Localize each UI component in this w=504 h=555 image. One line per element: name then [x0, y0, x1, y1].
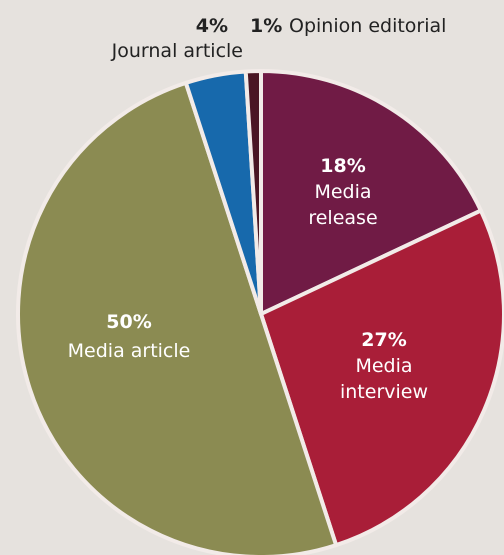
label-cat-media-article: Media article — [68, 340, 191, 362]
pie-slices — [16, 69, 504, 555]
pie-slice-media-interview — [259, 208, 504, 548]
label-cat-media-release-line1: Media — [314, 181, 371, 203]
label-pct-journal-article: 4% — [196, 15, 228, 37]
label-pct-media-interview: 27% — [361, 329, 406, 351]
label-pct-media-release: 18% — [320, 155, 365, 177]
label-pct-media-article: 50% — [106, 311, 151, 333]
label-pct-opinion-editorial: 1% — [250, 15, 282, 37]
label-cat-media-interview-line2: interview — [340, 381, 428, 403]
pie-slice-opinion-editorial — [243, 69, 263, 316]
label-cat-opinion-editorial: Opinion editorial — [289, 15, 446, 37]
label-cat-journal-article: Journal article — [111, 40, 243, 62]
label-cat-media-release-line2: release — [308, 207, 377, 229]
pie-slice-media-release — [259, 69, 483, 316]
label-cat-media-interview-line1: Media — [355, 355, 412, 377]
